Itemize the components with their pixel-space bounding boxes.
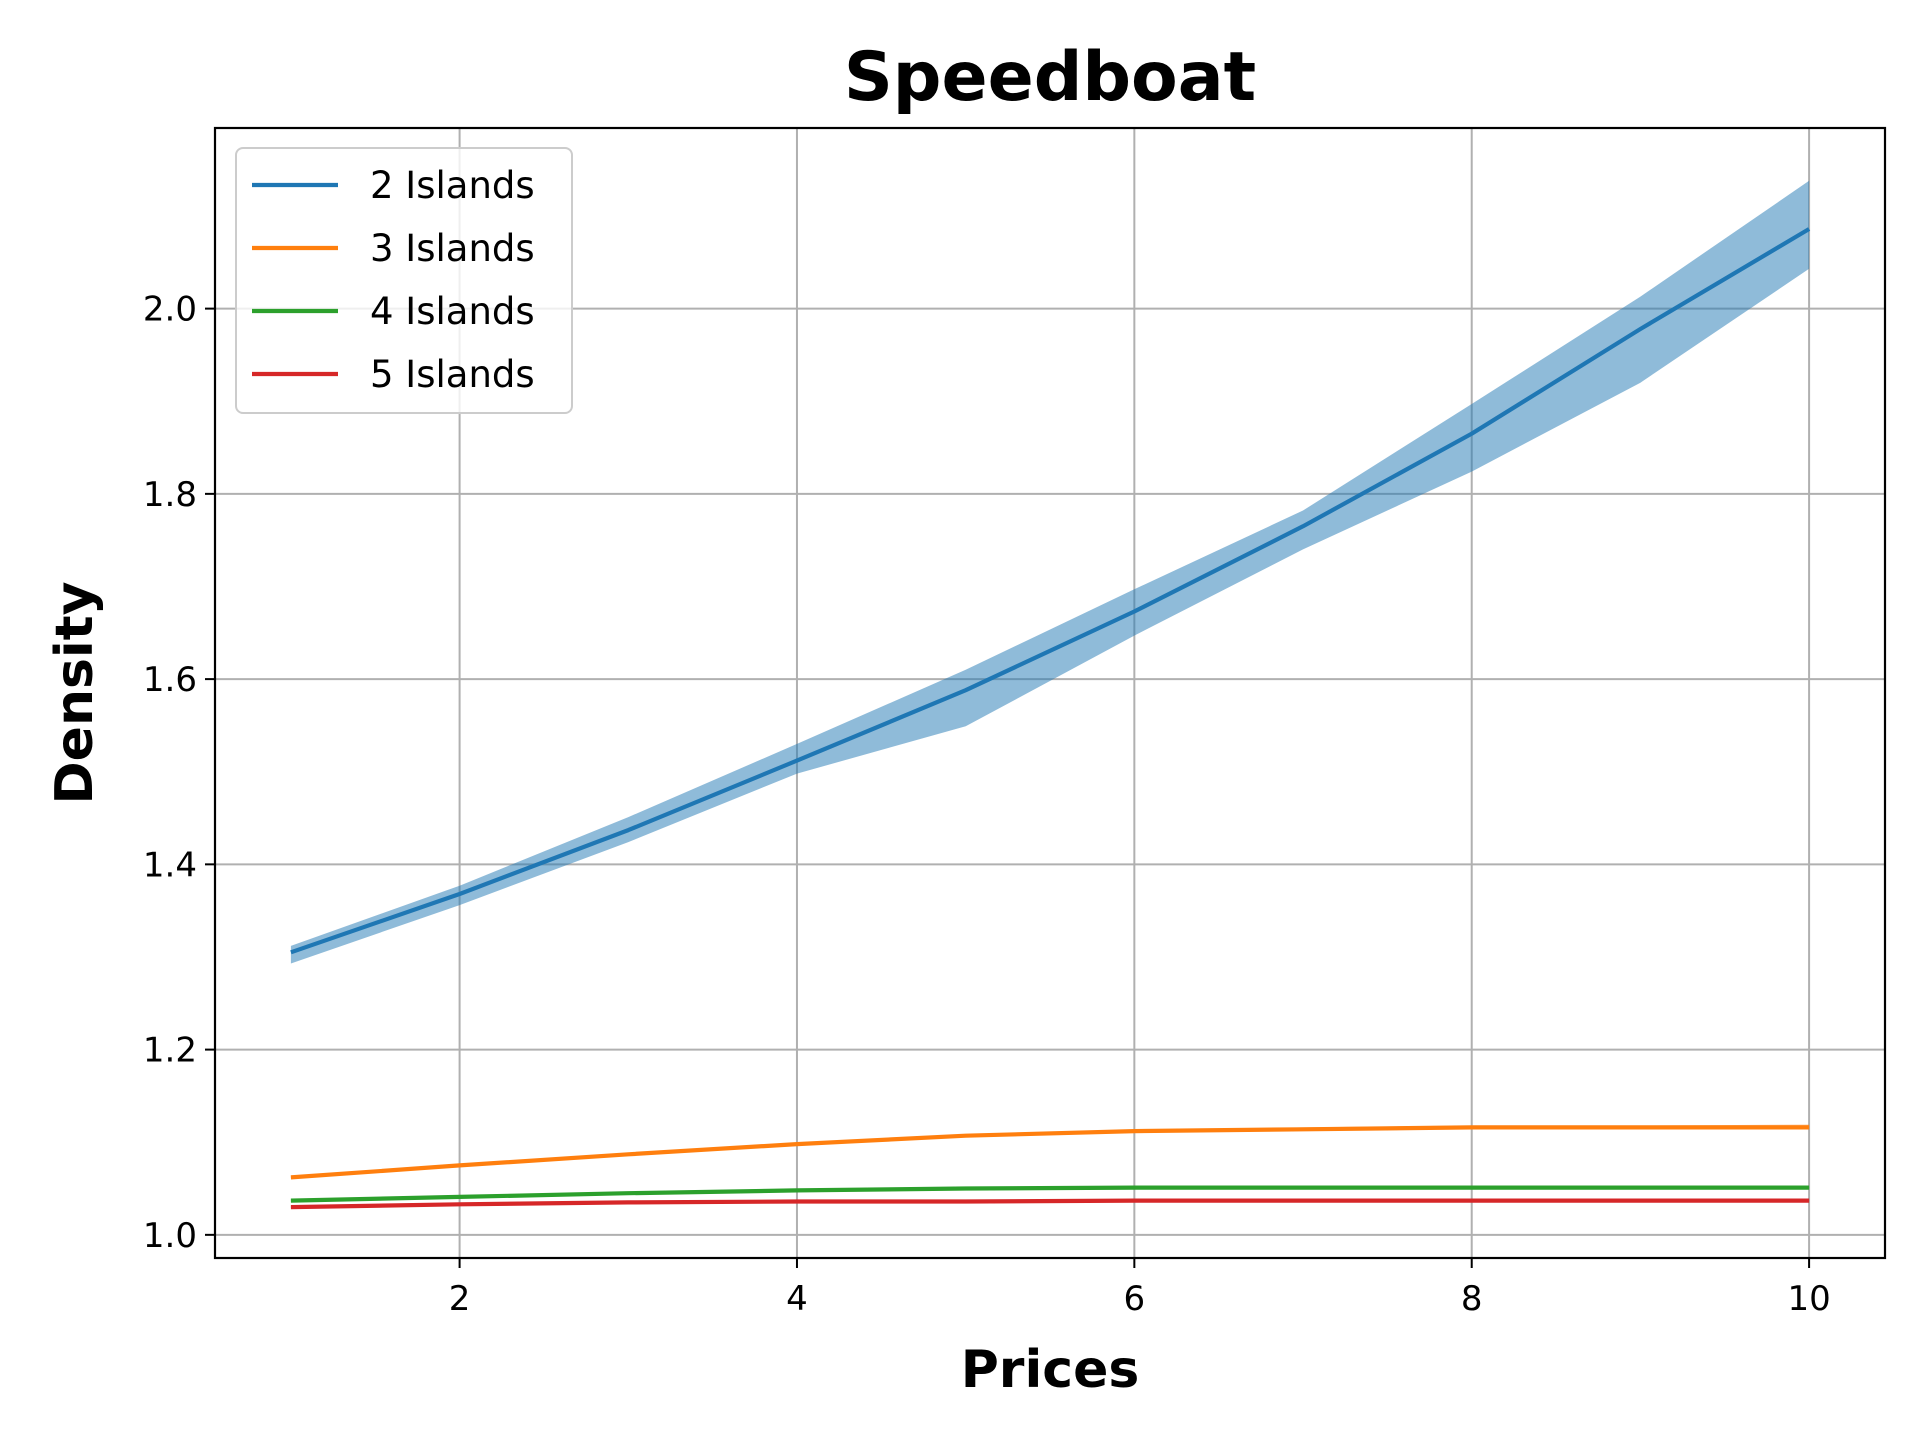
x-tick-label: 4 (786, 1279, 808, 1319)
y-tick-label: 1.8 (143, 475, 197, 515)
x-tick-label: 2 (449, 1279, 471, 1319)
line-3-islands (290, 1125, 1810, 1180)
chart-title: Speedboat (844, 38, 1256, 117)
legend-label-5-islands: 5 Islands (370, 353, 535, 396)
line-4-islands (290, 1185, 1810, 1203)
y-tick-label: 1.6 (143, 660, 197, 700)
line-5-islands (290, 1198, 1810, 1210)
legend-label-3-islands: 3 Islands (370, 227, 535, 270)
y-tick-label: 2.0 (143, 290, 197, 330)
x-tick-label: 8 (1461, 1279, 1483, 1319)
y-tick-label: 1.2 (143, 1031, 197, 1071)
series-lines (290, 227, 1811, 1210)
plot-frame (213, 126, 1887, 1260)
legend-label-4-islands: 4 Islands (370, 290, 535, 333)
legend: 2 Islands 3 Islands 4 Islands 5 Islands (235, 147, 573, 414)
y-axis-label: Density (45, 582, 105, 805)
x-axis-ticks: 2 4 6 8 10 (449, 1258, 1831, 1319)
y-axis-ticks: 1.0 1.2 1.4 1.6 1.8 2.0 (143, 290, 215, 1256)
x-tick-label: 10 (1787, 1279, 1830, 1319)
y-tick-label: 1.0 (143, 1216, 197, 1256)
legend-box (235, 147, 573, 414)
legend-label-2-islands: 2 Islands (370, 164, 535, 207)
x-tick-label: 6 (1124, 1279, 1146, 1319)
y-tick-label: 1.4 (143, 845, 197, 885)
line-2-islands (290, 227, 1811, 955)
x-axis-label: Prices (961, 1340, 1140, 1400)
grid (215, 128, 1885, 1258)
